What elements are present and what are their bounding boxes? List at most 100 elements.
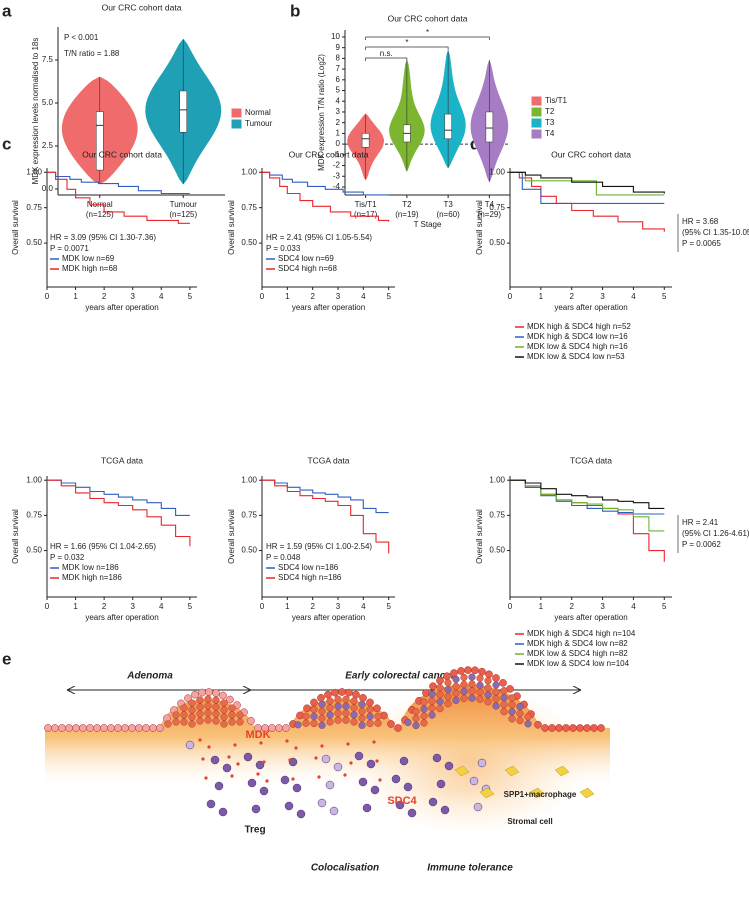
illustration-label: Stromal cell bbox=[507, 817, 552, 826]
mdk-dot bbox=[288, 758, 292, 762]
box bbox=[361, 133, 370, 148]
annotation: P = 0.0062 bbox=[682, 540, 721, 549]
immune-cell bbox=[214, 781, 224, 791]
immune-cell bbox=[399, 756, 409, 766]
mdk-dot bbox=[262, 760, 266, 764]
x-axis-label: T Stage bbox=[414, 220, 442, 229]
annotation: P = 0.032 bbox=[50, 553, 85, 562]
epithelial-cell bbox=[373, 704, 381, 713]
cancer-cell bbox=[374, 712, 382, 720]
tumour-cell bbox=[366, 719, 374, 728]
legend-label: MDK low & SDC4 high n=82 bbox=[527, 649, 628, 658]
tumour-cell bbox=[476, 688, 484, 696]
cancer-cell bbox=[484, 691, 492, 699]
epithelial-cell bbox=[492, 674, 500, 682]
cancer-cell bbox=[508, 715, 516, 723]
x-tick-note: (n=125) bbox=[86, 210, 114, 219]
y-axis-label: Overall survival bbox=[227, 200, 236, 255]
mdk-dot bbox=[291, 777, 295, 781]
y-tick-label: 2 bbox=[336, 118, 341, 127]
annotation: HR = 1.66 (95% CI 1.04-2.65) bbox=[50, 542, 156, 551]
epithelial-cell bbox=[471, 666, 479, 675]
tumour-cell bbox=[220, 706, 228, 714]
tumour-cell bbox=[188, 699, 196, 707]
panel-label: b bbox=[290, 1, 300, 20]
immune-cell bbox=[255, 760, 265, 770]
epithelial-cell bbox=[345, 688, 353, 697]
immune-cell bbox=[317, 798, 327, 808]
epithelial-cell bbox=[247, 717, 255, 725]
tumour-cell bbox=[500, 701, 508, 709]
y-tick-label: 1.00 bbox=[489, 167, 505, 176]
epithelial-cell bbox=[534, 720, 542, 729]
cancer-cell bbox=[374, 719, 382, 727]
survival-curve bbox=[510, 171, 665, 196]
survival-curve bbox=[262, 479, 390, 554]
panel-label: a bbox=[2, 1, 12, 20]
tumour-cell bbox=[196, 710, 204, 718]
legend-label: MDK low & SDC4 low n=53 bbox=[527, 352, 625, 361]
x-tick-label: 2 bbox=[102, 602, 107, 611]
illustration-label: SPP1+macrophage bbox=[504, 790, 577, 799]
tumour-cell bbox=[310, 719, 318, 728]
x-tick-label: 5 bbox=[662, 602, 667, 611]
mdk-dot bbox=[349, 761, 353, 765]
epithelial-cell bbox=[478, 667, 486, 676]
epithelial-cell bbox=[86, 724, 94, 732]
tumour-cell bbox=[452, 682, 460, 690]
y-axis-label: Overall survival bbox=[11, 200, 20, 255]
survival-curve bbox=[510, 171, 665, 194]
immune-cell bbox=[395, 800, 405, 810]
epithelial-cell bbox=[359, 694, 367, 702]
epithelial-cell bbox=[212, 689, 220, 697]
y-tick-label: 0.75 bbox=[241, 511, 257, 520]
annotation: HR = 2.41 (95% CI 1.05-5.54) bbox=[266, 233, 372, 242]
y-tick-label: 3 bbox=[336, 107, 341, 116]
mdk-dot bbox=[372, 740, 376, 744]
immune-cell bbox=[206, 799, 216, 809]
immune-cell bbox=[259, 786, 269, 796]
epithelial-cell bbox=[366, 698, 374, 707]
epithelial-cell bbox=[387, 720, 395, 728]
immune-cell bbox=[222, 763, 232, 773]
tumour-cell bbox=[318, 700, 326, 708]
mdk-dot bbox=[375, 759, 379, 763]
tumour-cell bbox=[492, 695, 500, 703]
survival-curve bbox=[262, 479, 389, 514]
significance-label: * bbox=[405, 38, 408, 47]
mdk-dot bbox=[259, 741, 263, 745]
chart-title: Our CRC cohort data bbox=[388, 13, 468, 23]
y-tick-label: 0.50 bbox=[26, 238, 42, 247]
chart-title: Our CRC cohort data bbox=[289, 149, 369, 159]
illustration-label: Immune tolerance bbox=[427, 863, 513, 874]
immune-cell bbox=[333, 762, 343, 772]
epithelial-cell bbox=[100, 724, 108, 732]
tumour-cell bbox=[358, 714, 366, 722]
immune-cell bbox=[292, 783, 302, 793]
cancer-cell bbox=[350, 697, 358, 705]
epithelial-cell bbox=[443, 672, 451, 681]
box bbox=[179, 90, 187, 133]
illustration: Adenoma Early colorectal cancer MDK SDC4 T… bbox=[44, 666, 610, 874]
epithelial-cell bbox=[303, 704, 311, 713]
immune-cell bbox=[247, 778, 257, 788]
epithelial-cell bbox=[79, 724, 87, 732]
tumour-cell bbox=[318, 714, 326, 722]
immune-cell bbox=[185, 740, 195, 750]
x-axis-label: years after operation bbox=[554, 303, 627, 312]
tumour-cell bbox=[228, 704, 236, 712]
x-tick-label: 5 bbox=[188, 292, 193, 301]
tumour-cell bbox=[188, 713, 196, 721]
x-tick-label: 0 bbox=[45, 292, 50, 301]
tumour-cell bbox=[180, 718, 188, 726]
epithelial-cell bbox=[135, 724, 143, 732]
tumour-cell bbox=[428, 711, 436, 719]
immune-cell bbox=[473, 802, 483, 812]
legend-swatch bbox=[531, 96, 542, 106]
legend-label: MDK high & SDC4 high n=104 bbox=[527, 629, 636, 638]
mdk-dot bbox=[317, 775, 321, 779]
immune-cell bbox=[477, 758, 487, 768]
epithelial-cell bbox=[450, 669, 458, 677]
tumour-cell bbox=[492, 688, 500, 696]
tumour-cell bbox=[342, 716, 350, 724]
